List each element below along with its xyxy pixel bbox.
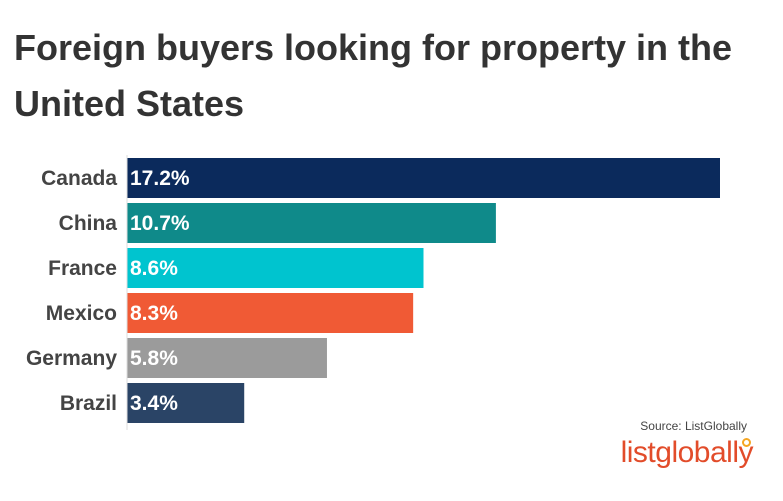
value-label-china: 10.7% (130, 212, 190, 235)
category-label-germany: Germany (26, 347, 117, 370)
bar-china (127, 203, 496, 243)
logo-text: listglobally (620, 436, 754, 469)
value-label-germany: 5.8% (130, 347, 178, 370)
bar-canada (127, 158, 720, 198)
chart-title: Foreign buyers looking for property in t… (14, 27, 733, 124)
bar-mexico (127, 293, 414, 333)
bars-layer: Canada 17.2% China 10.7% France 8.6% Mexico 8.3… (26, 158, 720, 423)
logo-mark-icon (742, 438, 751, 447)
category-label-france: France (48, 257, 117, 280)
value-label-canada: 17.2% (130, 167, 190, 190)
value-label-france: 8.6% (130, 257, 178, 280)
category-label-brazil: Brazil (60, 392, 117, 415)
value-label-brazil: 3.4% (130, 392, 178, 415)
category-label-china: China (59, 212, 118, 235)
listglobally-logo: listglobally (620, 436, 754, 470)
bar-brazil (127, 383, 245, 423)
category-label-canada: Canada (41, 167, 117, 190)
bar-germany (127, 338, 327, 378)
source-note: Source: ListGlobally (640, 419, 747, 433)
category-label-mexico: Mexico (46, 302, 117, 325)
bar-france (127, 248, 424, 288)
value-label-mexico: 8.3% (130, 302, 178, 325)
